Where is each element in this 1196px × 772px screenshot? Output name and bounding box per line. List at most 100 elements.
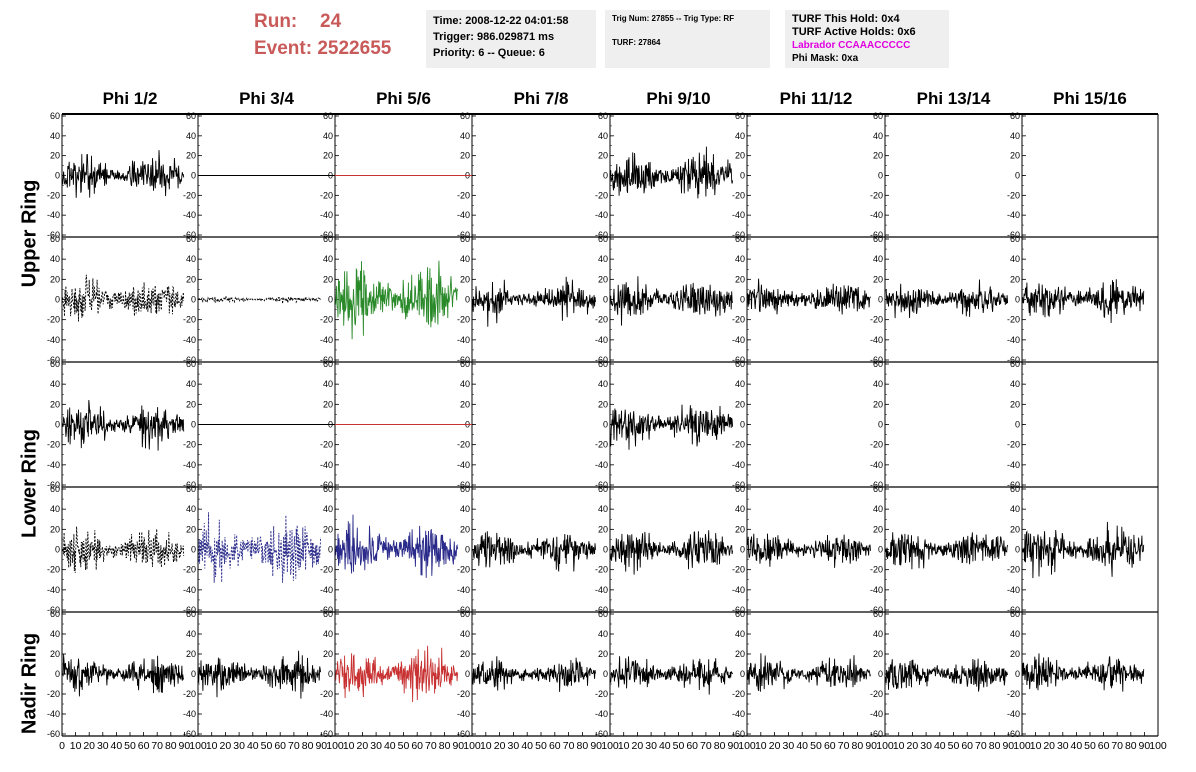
- y-tick-label: -60: [320, 355, 333, 365]
- y-tick-label: -60: [870, 480, 883, 490]
- y-tick-label: 60: [323, 609, 333, 619]
- y-tick-label: -40: [47, 585, 60, 595]
- y-tick-label: 20: [598, 649, 608, 659]
- y-tick-label: -40: [457, 585, 470, 595]
- y-tick-label: 0: [603, 420, 608, 430]
- phi-mask-line: Phi Mask: 0xa: [792, 53, 859, 64]
- y-tick-label: 20: [873, 274, 883, 284]
- waveform-trace: [62, 654, 185, 697]
- y-tick-label: 0: [878, 669, 883, 679]
- turf-info-box: TURF This Hold: 0x4 TURF Active Holds: 0…: [785, 10, 949, 68]
- y-tick-label: -60: [47, 480, 60, 490]
- column-title: Phi 3/4: [239, 89, 294, 108]
- y-tick-label: 20: [1010, 649, 1020, 659]
- x-tick-label: 70: [425, 740, 437, 752]
- y-tick-label: 60: [50, 609, 60, 619]
- waveform-trace: [747, 653, 871, 692]
- y-tick-label: 0: [328, 295, 333, 305]
- y-tick-label: 40: [873, 504, 883, 514]
- y-tick-label: 60: [735, 234, 745, 244]
- y-tick-label: -20: [320, 315, 333, 325]
- waveform-trace: [62, 400, 185, 451]
- y-tick-label: 20: [598, 399, 608, 409]
- x-tick-label: 10: [480, 740, 492, 752]
- y-tick-label: 20: [50, 649, 60, 659]
- y-tick-label: 0: [1015, 545, 1020, 555]
- x-tick-label: 80: [1125, 740, 1137, 752]
- x-tick-label: 60: [411, 740, 423, 752]
- y-tick-label: 20: [735, 151, 745, 161]
- y-tick-label: 60: [186, 484, 196, 494]
- waveform-trace: [1022, 279, 1145, 324]
- waveform-trace: [472, 276, 596, 327]
- y-tick-label: -20: [183, 190, 196, 200]
- y-tick-label: 60: [735, 484, 745, 494]
- y-tick-label: -40: [732, 585, 745, 595]
- y-tick-label: 60: [735, 111, 745, 121]
- y-tick-label: 60: [460, 111, 470, 121]
- y-tick-label: 40: [323, 379, 333, 389]
- y-tick-label: 60: [598, 234, 608, 244]
- x-tick-label: 70: [975, 740, 987, 752]
- time-info-box: Time: 2008-12-22 04:01:58 Trigger: 986.0…: [426, 10, 596, 68]
- trig-num-line: Trig Num: 27855 -- Trig Type: RF: [612, 14, 735, 23]
- x-tick-label: 10: [206, 740, 218, 752]
- y-tick-label: 0: [191, 171, 196, 181]
- waveform-trace: [747, 278, 871, 315]
- y-tick-label: -40: [1007, 709, 1020, 719]
- x-tick-label: 20: [769, 740, 781, 752]
- y-tick-label: -40: [870, 709, 883, 719]
- y-tick-label: 0: [603, 171, 608, 181]
- y-tick-label: 40: [186, 254, 196, 264]
- y-tick-label: -20: [320, 190, 333, 200]
- y-tick-label: 40: [1010, 254, 1020, 264]
- waveform-trace: [198, 650, 322, 699]
- x-tick-label: 100: [463, 740, 481, 752]
- y-tick-label: 0: [1015, 171, 1020, 181]
- y-tick-label: 20: [460, 399, 470, 409]
- y-tick-label: -60: [732, 230, 745, 240]
- y-tick-label: -60: [595, 355, 608, 365]
- y-tick-label: -40: [183, 210, 196, 220]
- labrador-line: Labrador CCAAACCCCC: [792, 40, 911, 51]
- y-tick-label: 0: [191, 420, 196, 430]
- y-tick-label: 0: [878, 295, 883, 305]
- y-tick-label: -20: [732, 689, 745, 699]
- y-tick-label: 40: [186, 629, 196, 639]
- waveform-trace: [1022, 653, 1145, 692]
- y-tick-label: 0: [878, 420, 883, 430]
- y-tick-label: -20: [595, 315, 608, 325]
- y-tick-label: -20: [870, 440, 883, 450]
- y-tick-label: -20: [457, 315, 470, 325]
- y-tick-label: 20: [735, 524, 745, 534]
- y-tick-label: -60: [595, 605, 608, 615]
- y-tick-label: 0: [328, 669, 333, 679]
- x-tick-label: 90: [865, 740, 877, 752]
- y-tick-label: 0: [55, 545, 60, 555]
- y-tick-label: -40: [457, 210, 470, 220]
- y-tick-label: -40: [732, 460, 745, 470]
- y-tick-label: 40: [323, 504, 333, 514]
- y-tick-label: 0: [740, 295, 745, 305]
- x-tick-label: 40: [384, 740, 396, 752]
- y-tick-label: 40: [323, 131, 333, 141]
- turf-active-line: TURF Active Holds: 0x6: [792, 26, 916, 38]
- y-tick-label: 0: [603, 545, 608, 555]
- y-tick-label: -40: [320, 210, 333, 220]
- y-tick-label: -60: [183, 729, 196, 739]
- y-tick-label: 0: [740, 669, 745, 679]
- y-tick-label: 20: [460, 649, 470, 659]
- y-tick-label: 20: [873, 399, 883, 409]
- y-tick-label: 20: [460, 151, 470, 161]
- y-tick-label: 20: [323, 649, 333, 659]
- x-tick-label: 60: [138, 740, 150, 752]
- waveform-trace: [335, 514, 459, 578]
- x-tick-label: 40: [659, 740, 671, 752]
- x-tick-label: 100: [1013, 740, 1031, 752]
- y-tick-label: 0: [1015, 295, 1020, 305]
- y-tick-label: 20: [50, 399, 60, 409]
- x-tick-label: 20: [632, 740, 644, 752]
- y-tick-label: 20: [735, 649, 745, 659]
- y-tick-label: 60: [186, 359, 196, 369]
